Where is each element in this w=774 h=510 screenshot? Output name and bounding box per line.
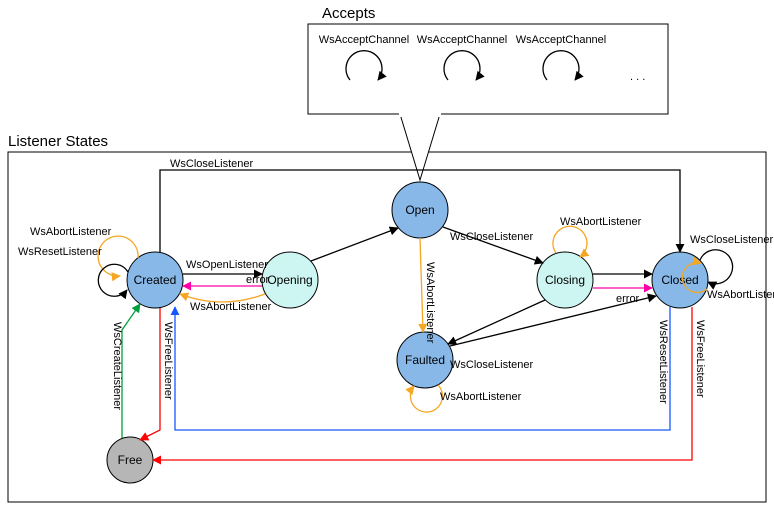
lbl-create: WsCreateListener [111, 322, 123, 410]
lbl-abort-closed: WsAbortListener [707, 289, 774, 301]
accepts-title: Accepts [322, 5, 375, 22]
lbl-abort-closing: WsAbortListener [560, 216, 642, 228]
node-free-label: Free [118, 453, 143, 467]
lbl-abort-open: WsAbortListener [424, 262, 436, 344]
lbl-free-created: WsFreeListener [162, 322, 174, 400]
lbl-close-open: WsCloseListener [450, 231, 533, 243]
diagram-root: Listener States Accepts WsAcceptChannel … [0, 0, 774, 510]
lbl-abort-created: WsAbortListener [30, 226, 112, 238]
lbl-free-closed: WsFreeListener [694, 320, 706, 398]
node-closed-label: Closed [661, 273, 698, 287]
lbl-close-top: WsCloseListener [170, 158, 253, 170]
lbl-error1: error [246, 274, 270, 286]
lbl-reset-created: WsResetListener [18, 246, 102, 258]
accept-label-2: WsAcceptChannel [516, 34, 607, 46]
node-closing-label: Closing [545, 273, 585, 287]
lbl-open-listener: WsOpenListener [186, 259, 268, 271]
node-opening-label: Opening [267, 273, 312, 287]
lbl-close-closed-loop: WsCloseListener [690, 234, 773, 246]
lbl-abort-opening: WsAbortListener [190, 301, 272, 313]
accept-label-0: WsAcceptChannel [319, 34, 410, 46]
lbl-reset-closed: WsResetListener [657, 320, 669, 404]
accept-ellipsis: . . . [630, 71, 645, 83]
node-faulted-label: Faulted [405, 353, 445, 367]
lbl-abort-faulted: WsAbortListener [440, 391, 522, 403]
lbl-close-faulted: WsCloseListener [450, 359, 533, 371]
listener-states-title: Listener States [8, 133, 108, 150]
node-open-label: Open [405, 203, 434, 217]
node-created-label: Created [134, 273, 177, 287]
accept-label-1: WsAcceptChannel [417, 34, 508, 46]
